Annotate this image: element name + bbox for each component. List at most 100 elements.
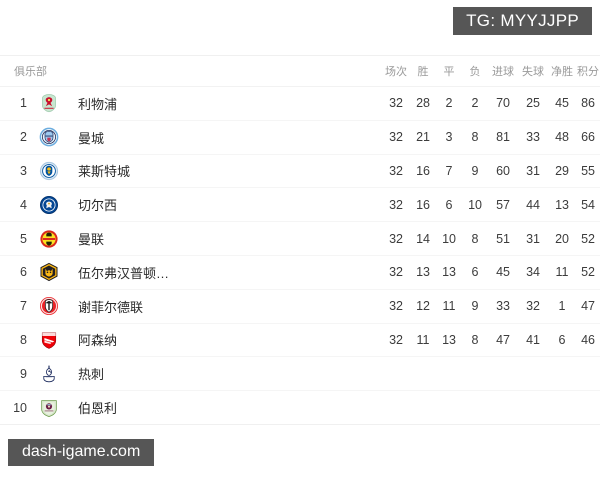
row-stat-drawn: 7 (445, 163, 453, 178)
burnley-crest-icon (34, 391, 64, 425)
row-stat-lost: 8 (471, 332, 479, 347)
row-rank: 4 (20, 197, 27, 212)
tg-badge: TG: MYYJJPP (453, 7, 592, 35)
row-stat-won: 14 (416, 231, 430, 246)
column-header-club[interactable]: 俱乐部 (0, 55, 383, 87)
sheffield-united-crest-icon (34, 289, 64, 323)
row-stat-goal-diff: 29 (555, 163, 569, 178)
wolverhampton-crest-icon (34, 255, 64, 289)
row-stat-drawn (436, 391, 462, 425)
table-row[interactable]: 7 谢菲尔德联 32 12 11 9 33 32 1 47 (0, 289, 600, 324)
row-stat-points: 46 (581, 332, 595, 347)
row-team-name[interactable]: 曼城 (78, 130, 105, 146)
row-stat-goal-diff: 1 (558, 299, 566, 314)
row-stat-points: 86 (581, 96, 595, 111)
column-header-goal-diff[interactable]: 净胜 (548, 55, 577, 87)
row-stat-goal-diff: 6 (558, 332, 566, 347)
row-stat-points: 54 (581, 197, 595, 212)
row-stat-won: 16 (416, 163, 430, 178)
column-header-points[interactable]: 积分 (576, 55, 600, 87)
row-stat-goal-diff (548, 391, 576, 425)
row-stat-drawn: 13 (442, 265, 456, 280)
table-row[interactable]: 8 阿森纳 32 11 13 8 47 41 6 46 (0, 323, 600, 357)
header-row: 俱乐部 场次 胜 平 负 进球 失球 净胜 积分 (0, 55, 600, 87)
row-stat-points (576, 391, 600, 425)
row-rank: 2 (20, 130, 27, 145)
column-header-won[interactable]: 胜 (410, 55, 437, 87)
row-stat-goals-for: 33 (496, 299, 510, 314)
row-rank: 3 (20, 163, 27, 178)
table-row[interactable]: 2 曼城 32 21 3 8 81 33 48 66 (0, 120, 600, 155)
row-stat-lost: 9 (471, 299, 479, 314)
table-row[interactable]: 5 曼联 32 14 10 8 51 31 20 52 (0, 222, 600, 256)
row-stat-lost: 8 (471, 130, 479, 145)
row-rank: 7 (20, 299, 27, 314)
row-stat-won (410, 391, 436, 425)
row-stat-points: 52 (581, 265, 595, 280)
row-stat-goals-against (518, 391, 548, 425)
row-team-name[interactable]: 伍尔弗汉普顿… (78, 265, 170, 281)
row-rank: 8 (20, 332, 27, 347)
row-stat-drawn (436, 357, 462, 391)
manchester-city-crest-icon (34, 120, 64, 154)
row-stat-points: 66 (581, 130, 595, 145)
row-stat-goal-diff: 11 (555, 265, 569, 280)
row-stat-won: 16 (416, 197, 430, 212)
row-stat-drawn: 3 (445, 130, 453, 145)
row-team-name[interactable]: 曼联 (78, 232, 105, 248)
table-body: 1 利物浦 32 28 2 2 70 25 45 86 2 曼城 32 21 3 8 81 33 48 66 3 莱斯特城… (0, 87, 600, 425)
row-stat-goal-diff (548, 357, 576, 391)
row-stat-goals-against (518, 357, 548, 391)
row-stat-goals-for: 51 (496, 231, 510, 246)
table-row[interactable]: 10 伯恩利 (0, 391, 600, 425)
column-header-goals-for[interactable]: 进球 (488, 55, 519, 87)
table-row[interactable]: 1 利物浦 32 28 2 2 70 25 45 86 (0, 87, 600, 121)
site-watermark: dash-igame.com (8, 439, 155, 466)
arsenal-crest-icon (34, 323, 64, 357)
row-stat-drawn: 10 (442, 231, 456, 246)
column-header-drawn[interactable]: 平 (436, 55, 463, 87)
standings-table: 俱乐部 场次 胜 平 负 进球 失球 净胜 积分 1 利物浦 32 28 2 2 70 25 4… (0, 55, 600, 425)
row-team-name[interactable]: 切尔西 (78, 198, 118, 214)
row-stat-played (382, 357, 410, 391)
top-bar: TG: MYYJJPP (0, 0, 600, 55)
row-stat-played: 32 (389, 163, 403, 178)
row-stat-goals-against: 41 (526, 332, 540, 347)
column-header-goals-against[interactable]: 失球 (518, 55, 549, 87)
row-stat-played: 32 (389, 130, 403, 145)
row-stat-goals-for: 47 (496, 332, 510, 347)
chelsea-crest-icon (34, 188, 64, 222)
row-stat-won: 28 (416, 96, 430, 111)
row-stat-lost: 9 (471, 163, 479, 178)
table-row[interactable]: 6 伍尔弗汉普顿… 32 13 13 6 45 34 11 52 (0, 255, 600, 290)
row-team-name[interactable]: 莱斯特城 (78, 164, 131, 180)
table-header: 俱乐部 场次 胜 平 负 进球 失球 净胜 积分 (0, 55, 600, 87)
table-row[interactable]: 4 切尔西 32 16 6 10 57 44 13 54 (0, 188, 600, 222)
row-stat-points: 55 (581, 163, 595, 178)
tottenham-crest-icon (34, 357, 64, 391)
row-stat-goals-against: 32 (526, 299, 540, 314)
row-stat-won: 11 (416, 332, 430, 347)
table-row[interactable]: 3 莱斯特城 32 16 7 9 60 31 29 55 (0, 154, 600, 188)
row-stat-played (382, 391, 410, 425)
row-team-name[interactable]: 伯恩利 (78, 401, 118, 417)
row-stat-points (576, 357, 600, 391)
column-header-played[interactable]: 场次 (382, 55, 411, 87)
row-stat-goals-against: 33 (526, 130, 540, 145)
column-header-lost[interactable]: 负 (462, 55, 489, 87)
row-team-name[interactable]: 热刺 (78, 367, 105, 383)
row-team-name[interactable]: 阿森纳 (78, 333, 118, 349)
row-rank: 5 (20, 231, 27, 246)
row-stat-goals-for: 81 (496, 130, 510, 145)
row-stat-played: 32 (389, 265, 403, 280)
row-stat-drawn: 13 (442, 332, 456, 347)
row-stat-goals-against: 31 (526, 231, 540, 246)
row-stat-lost (462, 357, 488, 391)
row-team-name[interactable]: 利物浦 (78, 96, 118, 112)
row-team-name[interactable]: 谢菲尔德联 (78, 299, 144, 315)
table-row[interactable]: 9 热刺 (0, 357, 600, 391)
row-stat-goal-diff: 45 (555, 96, 569, 111)
row-stat-goal-diff: 13 (555, 197, 569, 212)
row-stat-goals-against: 44 (526, 197, 540, 212)
row-stat-lost: 2 (471, 96, 479, 111)
